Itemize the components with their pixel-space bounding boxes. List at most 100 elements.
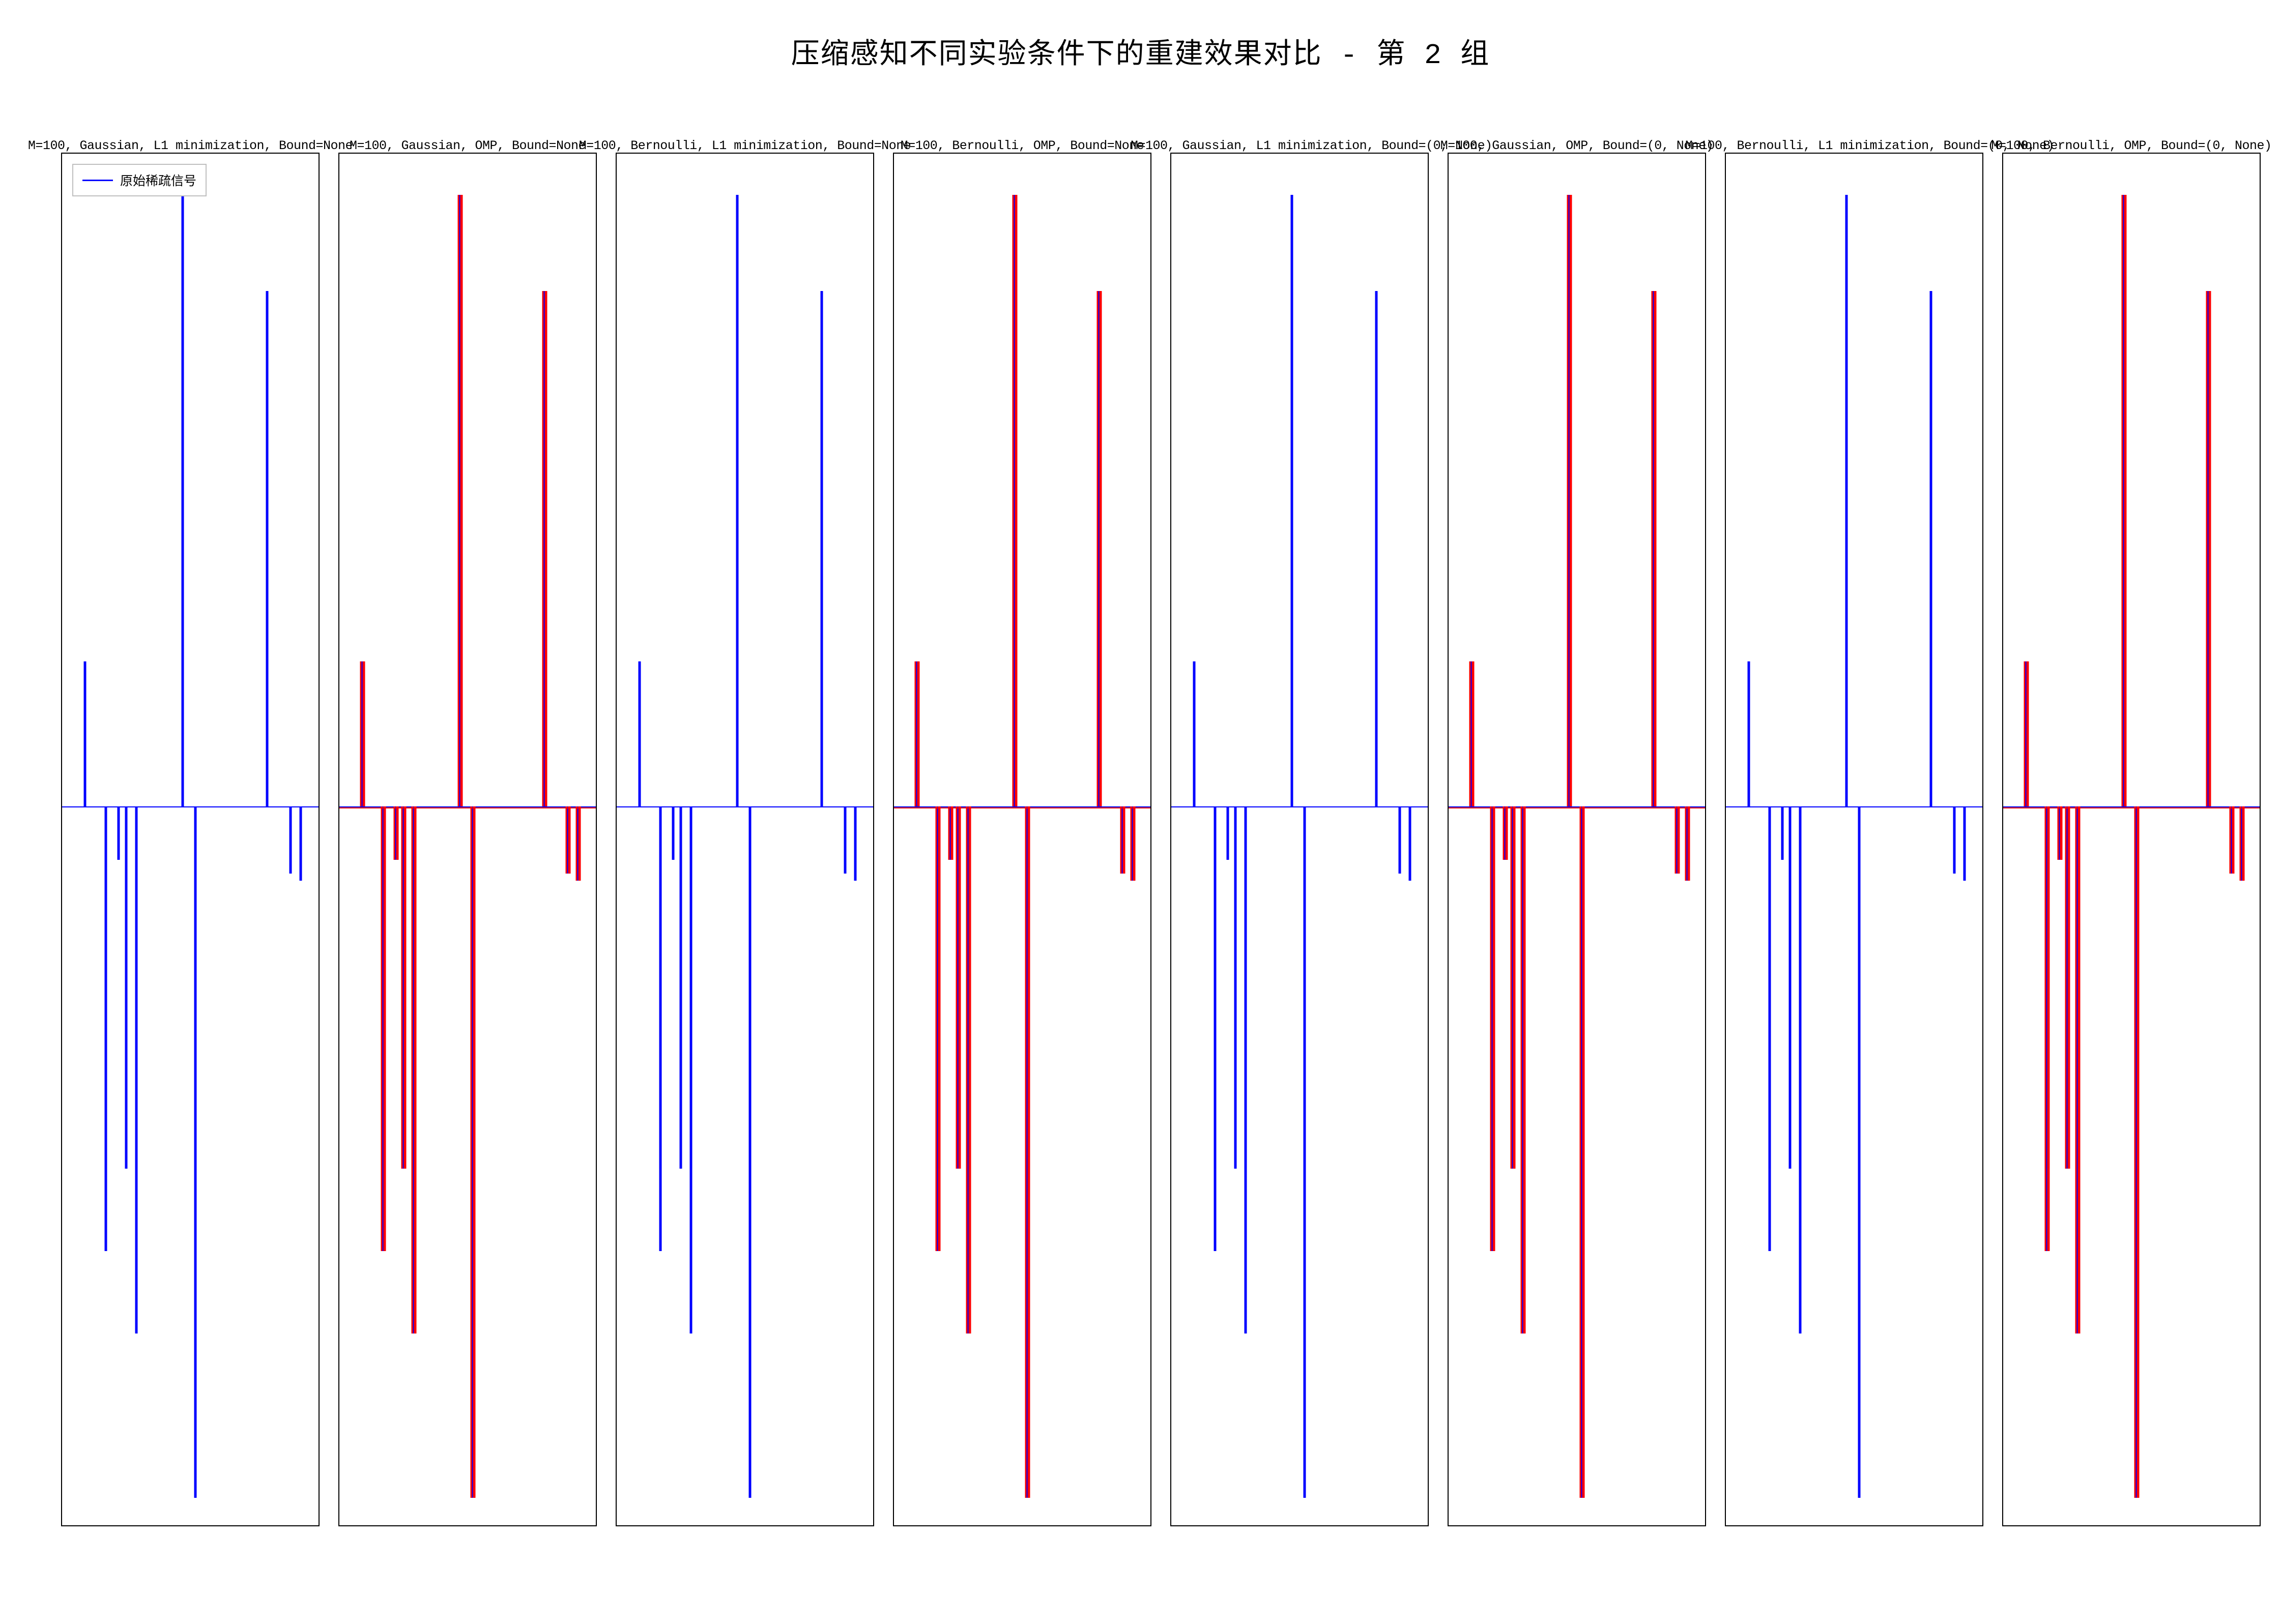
stem-original xyxy=(1858,806,1861,1498)
stem-original xyxy=(1408,806,1411,881)
stem-reconstructed xyxy=(1582,806,1585,1498)
stem-reconstructed xyxy=(471,806,472,1498)
stem-reconstructed xyxy=(1567,195,1568,806)
stem-reconstructed xyxy=(473,806,476,1498)
stem-original xyxy=(1789,806,1792,1169)
stem-original xyxy=(194,806,197,1498)
stem-original xyxy=(125,806,128,1169)
stem-reconstructed xyxy=(1492,806,1495,1251)
stem-reconstructed xyxy=(1687,806,1690,881)
stem-original xyxy=(135,806,138,1333)
plot-area xyxy=(1726,154,1982,1525)
stem-original xyxy=(854,806,856,881)
stem-original xyxy=(1398,806,1401,874)
stem-reconstructed xyxy=(578,806,581,881)
stem-reconstructed xyxy=(959,806,961,1169)
stem-original xyxy=(1963,806,1966,881)
stem-reconstructed xyxy=(2060,806,2062,860)
stem-reconstructed xyxy=(2137,806,2140,1498)
stem-reconstructed xyxy=(1015,195,1017,806)
stem-original xyxy=(1768,806,1771,1251)
stem-original xyxy=(844,806,846,874)
stem-reconstructed xyxy=(1674,806,1676,874)
legend-label: 原始稀疏信号 xyxy=(120,171,196,189)
subplot-4: M=100, Gaussian, L1 minimization, Bound=… xyxy=(1170,153,1429,1526)
stem-reconstructed xyxy=(360,661,362,807)
stem-reconstructed xyxy=(2206,291,2208,807)
subplot-7: M=100, Bernoulli, OMP, Bound=(0, None) xyxy=(2002,153,2261,1526)
stem-original xyxy=(104,806,107,1251)
baseline-reconstructed xyxy=(894,807,1150,808)
stem-reconstructed xyxy=(1028,806,1030,1498)
stem-original xyxy=(690,806,692,1333)
stem-reconstructed xyxy=(393,806,395,860)
stem-original xyxy=(181,195,184,806)
stem-reconstructed xyxy=(2044,806,2046,1251)
stem-reconstructed xyxy=(575,806,577,881)
plot-area xyxy=(894,154,1150,1525)
stem-original xyxy=(1234,806,1237,1169)
baseline xyxy=(1171,806,1428,807)
stem-original xyxy=(821,291,823,807)
stem-reconstructed xyxy=(956,806,958,1169)
stem-reconstructed xyxy=(2075,806,2077,1333)
stem-reconstructed xyxy=(363,661,365,807)
stem-original xyxy=(659,806,661,1251)
stem-original xyxy=(84,661,86,807)
baseline xyxy=(1726,806,1982,807)
stem-original xyxy=(1781,806,1783,860)
stem-reconstructed xyxy=(1677,806,1680,874)
baseline-reconstructed xyxy=(339,807,596,808)
plot-area xyxy=(2003,154,2260,1525)
stem-reconstructed xyxy=(1100,291,1102,807)
stem-reconstructed xyxy=(1472,661,1475,807)
stem-reconstructed xyxy=(2024,661,2026,807)
stem-reconstructed xyxy=(401,806,403,1169)
stem-original xyxy=(1845,195,1847,806)
stem-reconstructed xyxy=(1025,806,1027,1498)
stem-reconstructed xyxy=(412,806,413,1333)
baseline xyxy=(62,806,319,807)
stem-reconstructed xyxy=(2239,806,2241,881)
stem-reconstructed xyxy=(1513,806,1516,1169)
stem-reconstructed xyxy=(1133,806,1135,881)
stem-reconstructed xyxy=(938,806,940,1251)
stem-original xyxy=(299,806,302,881)
legend: 原始稀疏信号 xyxy=(72,164,207,196)
subplot-title: M=100, Bernoulli, OMP, Bound=(0, None) xyxy=(1962,138,2281,153)
stem-reconstructed xyxy=(1130,806,1132,881)
stem-reconstructed xyxy=(404,806,407,1169)
stem-reconstructed xyxy=(457,195,459,806)
stem-reconstructed xyxy=(1685,806,1686,881)
stem-original xyxy=(1799,806,1802,1333)
subplot-5: M=100, Gaussian, OMP, Bound=(0, None) xyxy=(1448,153,1706,1526)
subplot-6: M=100, Bernoulli, L1 minimization, Bound… xyxy=(1725,153,1983,1526)
stem-reconstructed xyxy=(568,806,570,874)
stem-reconstructed xyxy=(1097,291,1099,807)
stem-reconstructed xyxy=(969,806,971,1333)
plot-area xyxy=(62,154,319,1525)
stem-original xyxy=(1304,806,1306,1498)
stem-reconstructed xyxy=(950,806,953,860)
stem-reconstructed xyxy=(2065,806,2067,1169)
stem-reconstructed xyxy=(935,806,937,1251)
stem-original xyxy=(1375,291,1378,807)
legend-line-icon xyxy=(82,180,113,181)
stem-reconstructed xyxy=(1120,806,1121,874)
stem-reconstructed xyxy=(1511,806,1512,1169)
stem-original xyxy=(1193,661,1196,807)
stem-original xyxy=(639,661,641,807)
stem-reconstructed xyxy=(948,806,949,860)
stem-reconstructed xyxy=(2209,291,2211,807)
stem-reconstructed xyxy=(1122,806,1125,874)
stem-reconstructed xyxy=(1012,195,1014,806)
stem-reconstructed xyxy=(1503,806,1504,860)
stem-original xyxy=(1930,291,1932,807)
stem-reconstructed xyxy=(1523,806,1526,1333)
stem-reconstructed xyxy=(1580,806,1581,1498)
stem-original xyxy=(1953,806,1955,874)
subplot-0: M=100, Gaussian, L1 minimization, Bound=… xyxy=(61,153,320,1526)
stem-original xyxy=(749,806,752,1498)
stem-reconstructed xyxy=(2229,806,2231,874)
stem-original xyxy=(1214,806,1216,1251)
